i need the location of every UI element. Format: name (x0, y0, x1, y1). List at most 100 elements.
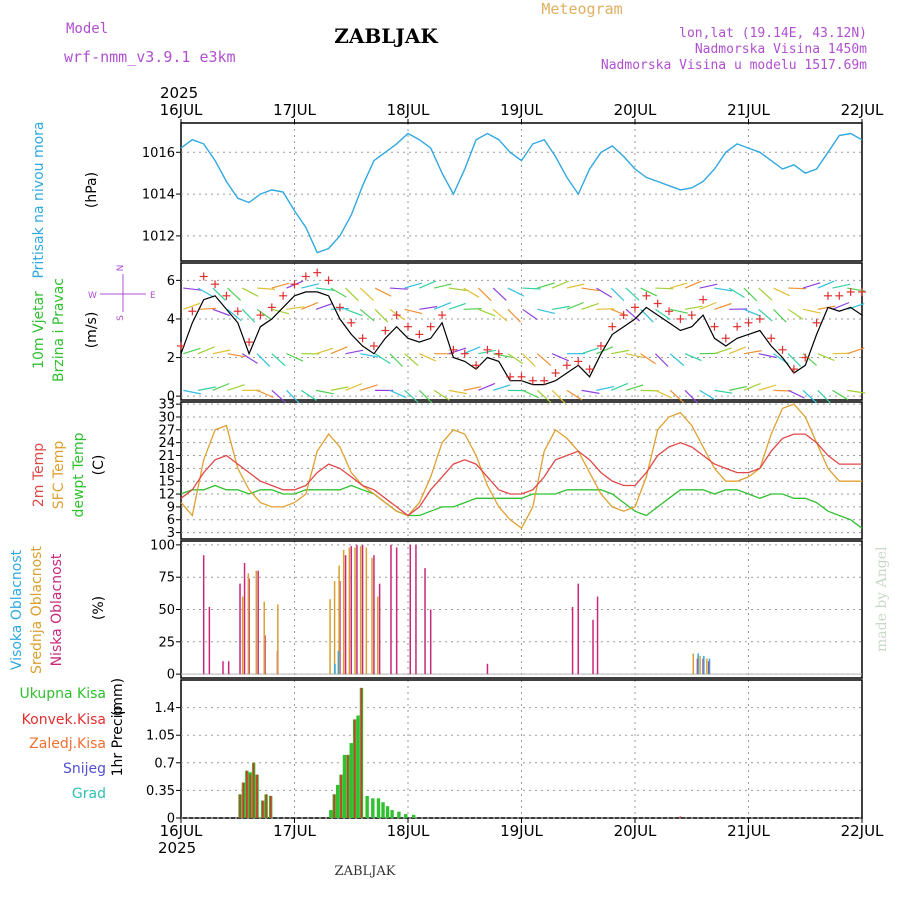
panel-frame-2 (180, 262, 863, 401)
wind-arrow (536, 353, 552, 367)
wind-arrow (699, 283, 718, 289)
y-tick-temperature-5: 18 (158, 462, 175, 477)
wind-arrow (817, 353, 835, 362)
gust-marker (710, 322, 719, 331)
wind-arrow (699, 389, 716, 401)
legend-snow: Snijeg (63, 761, 106, 777)
wind-arrow (433, 283, 452, 289)
wind-arrow (448, 302, 466, 310)
wind-arrow (212, 308, 230, 317)
temp-unit: (C) (91, 455, 107, 476)
gust-marker (211, 280, 220, 289)
y-tick-clouds-0: 0 (167, 668, 175, 683)
gust-marker (324, 276, 333, 285)
gust-marker (665, 307, 674, 316)
pressure-line (180, 132, 863, 254)
wind-arrow (847, 389, 866, 394)
gust-marker (823, 291, 832, 300)
precip-bar-conv (269, 795, 272, 818)
wind-arrow (537, 308, 556, 314)
wind-arrow (227, 353, 246, 358)
year-bottom: 2025 (158, 839, 196, 857)
wind-arrow (212, 382, 230, 391)
gust-marker (755, 314, 764, 323)
wind-arrow (271, 308, 290, 315)
wind-arrow (847, 347, 865, 355)
x-tick-top-18JUL: 18JUL (387, 101, 430, 119)
y-tick-precipitation-4: 1.4 (154, 701, 175, 716)
gust-marker (256, 311, 265, 320)
wind-arrow (522, 308, 538, 321)
wind-arrow (301, 302, 319, 310)
panel-frames (180, 122, 863, 819)
wind-arrow (551, 389, 566, 404)
wind-arrow (596, 386, 615, 391)
gust-marker (369, 341, 378, 350)
wind-arrow (404, 353, 419, 367)
wind-arrow (360, 353, 379, 358)
wind-arrow (625, 308, 640, 322)
wind-arrow (758, 353, 777, 359)
x-tick-bottom-20JUL: 20JUL (614, 822, 657, 840)
x-tick-bottom-16JUL: 16JUL (160, 822, 203, 840)
wind-arrow (315, 302, 334, 310)
wind-arrow (227, 384, 245, 391)
wind-arrow (197, 287, 214, 298)
wind-arrow (581, 302, 599, 310)
y-tick-wind-1: 2 (167, 351, 175, 366)
wind-arrow (197, 346, 215, 355)
wind-arrow (655, 308, 671, 320)
gust-marker (222, 291, 231, 300)
wind-arrow (492, 287, 507, 301)
y-tick-pressure-2: 1016 (142, 146, 175, 161)
wind-arrow (802, 389, 817, 403)
precip-bar-total (390, 810, 394, 818)
gust-marker (517, 372, 526, 381)
wind-arrow (478, 382, 496, 391)
y-tick-temperature-3: 12 (158, 488, 175, 503)
wind-arrow (374, 353, 391, 365)
wind-arrow (743, 350, 762, 355)
wind-arrow (610, 382, 629, 391)
precip-unit: (mm) (110, 678, 126, 716)
temp2m-ylabel: 2m Temp (31, 443, 47, 507)
y-tick-pressure-1: 1014 (142, 188, 175, 203)
y-tick-precipitation-1: 0.35 (146, 784, 175, 799)
wind-arrow (669, 389, 684, 403)
wind-arrow (714, 347, 732, 355)
gust-marker (858, 287, 866, 296)
wind-arrow (389, 389, 407, 399)
wind-arrow (492, 308, 508, 322)
x-tick-bottom-17JUL: 17JUL (273, 822, 316, 840)
wind-arrow (758, 308, 773, 322)
wind-arrow (758, 287, 773, 301)
wind-arrow (507, 353, 524, 365)
compass-s: S (116, 315, 126, 321)
y-tick-wind-0: 0 (167, 390, 175, 405)
wind-arrow (374, 287, 392, 297)
model-name: wrf-nmm_v3.9.1 e3km (64, 48, 236, 66)
gust-marker (642, 291, 651, 300)
sfc-temp-ylabel: SFC Temp (51, 441, 67, 510)
precip-bar-total (335, 784, 340, 818)
wind-arrow (684, 389, 699, 404)
wind-arrow (389, 287, 408, 290)
y-tick-temperature-2: 9 (167, 500, 175, 515)
wind-arrow (197, 386, 216, 391)
wind-arrow (286, 389, 300, 404)
dewpt-line (180, 484, 863, 529)
y-tick-temperature-9: 30 (158, 410, 175, 425)
wind-panel: 10m Vjetar Brzina i Pravac (m/s) N S W E… (31, 265, 866, 405)
wind-arrow (257, 287, 276, 290)
y-tick-temperature-4: 15 (158, 475, 175, 490)
y-tick-temperature-8: 27 (158, 423, 175, 438)
x-tick-top-19JUL: 19JUL (500, 101, 543, 119)
wind-arrow (728, 287, 745, 299)
gust-marker (483, 345, 492, 354)
precip-bar-conv (353, 719, 356, 818)
gust-marker (245, 338, 254, 347)
wind-arrow (374, 308, 389, 323)
footer-station: ZABLJAK (335, 864, 396, 879)
wind-ylabel: 10m Vjetar (31, 291, 47, 369)
wind-arrow (507, 287, 525, 297)
